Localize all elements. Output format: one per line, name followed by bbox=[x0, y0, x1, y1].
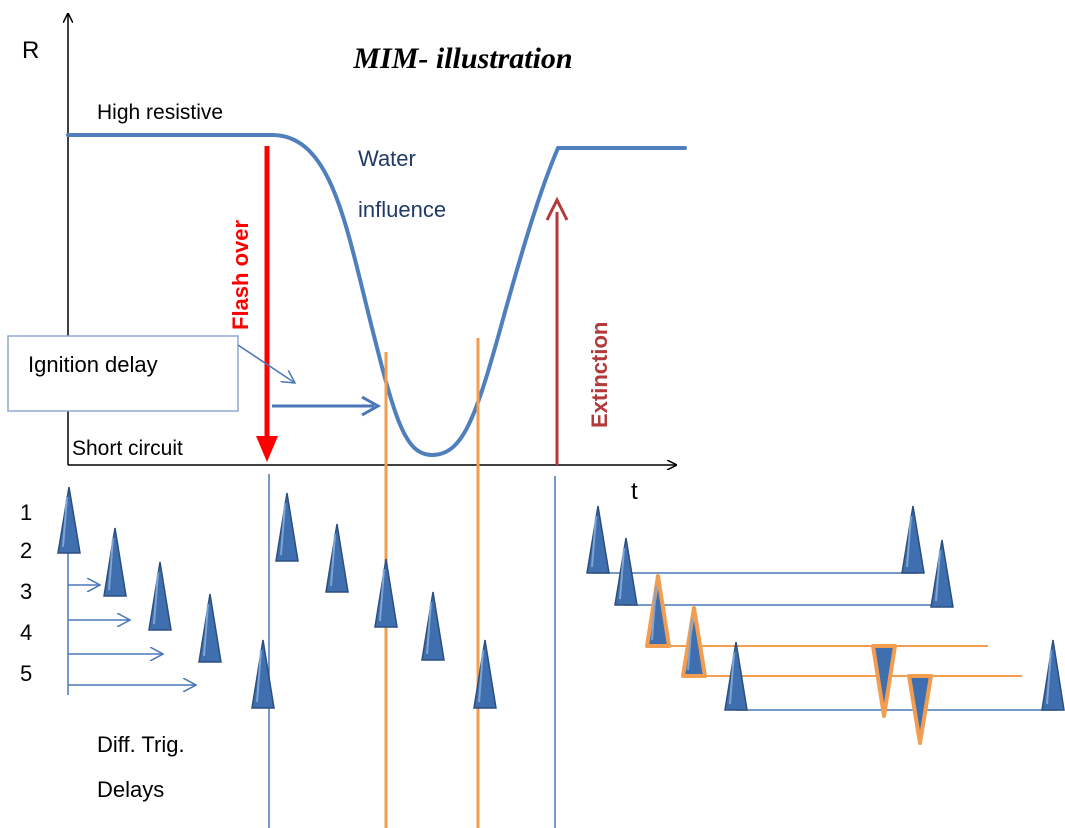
trigger-pulse bbox=[871, 644, 897, 718]
trigger-pulse bbox=[57, 486, 81, 554]
row-number-4: 4 bbox=[20, 620, 32, 645]
row-numbers: 1 2 3 4 5 bbox=[20, 500, 32, 686]
ignition-delay-text: Ignition delay bbox=[28, 352, 158, 377]
resistance-curve bbox=[66, 133, 687, 458]
diagram-title: MIM- illustration bbox=[352, 42, 572, 75]
trigger-pulse bbox=[421, 591, 445, 661]
trigger-pulse-highlight bbox=[1046, 649, 1052, 705]
extinction-arrow bbox=[545, 196, 569, 465]
trigger-pulse bbox=[901, 505, 925, 574]
trigger-pulse bbox=[103, 527, 127, 597]
flash-over-label: Flash over bbox=[228, 220, 253, 330]
trigger-pulse-highlight bbox=[256, 649, 262, 703]
callout-box bbox=[7, 335, 239, 412]
trigger-pulse-highlight bbox=[379, 568, 385, 622]
extinction-label: Extinction bbox=[587, 322, 612, 428]
trigger-delay-arrows bbox=[67, 545, 196, 695]
trigger-pulse-highlight bbox=[591, 515, 597, 568]
trigger-pulse-highlight bbox=[687, 617, 693, 671]
trigger-pulse-highlight bbox=[651, 585, 657, 641]
trigger-pulse-highlight bbox=[62, 496, 68, 548]
water-influence-line-1: Water bbox=[358, 146, 416, 171]
trigger-pulse-highlight bbox=[203, 603, 209, 657]
trigger-pulse bbox=[251, 639, 275, 709]
trigger-pulse-highlight bbox=[619, 547, 625, 600]
trigger-pulse-highlight bbox=[153, 571, 159, 625]
trigger-pulse bbox=[374, 558, 398, 628]
flash-over-arrow bbox=[256, 146, 278, 462]
trigger-pulse bbox=[586, 505, 610, 574]
high-resistive-label: High resistive bbox=[97, 101, 223, 124]
trigger-pulse-highlight bbox=[729, 651, 735, 705]
trigger-pulse-highlight bbox=[906, 515, 912, 568]
time-markers bbox=[268, 338, 556, 828]
trigger-pulse bbox=[198, 593, 222, 663]
trigger-pulse-highlight bbox=[330, 533, 336, 587]
trigger-pulse bbox=[681, 606, 707, 678]
trigger-pulse-highlight bbox=[426, 601, 432, 655]
x-axis-label: t bbox=[631, 478, 638, 505]
ignition-delay-callout: Ignition delay bbox=[7, 335, 295, 412]
trigger-pulse bbox=[645, 574, 671, 648]
row-number-2: 2 bbox=[20, 538, 32, 563]
water-influence-label: Water influence bbox=[358, 146, 446, 222]
trigger-pulse bbox=[1041, 639, 1065, 711]
trigger-pulse-highlight bbox=[280, 502, 286, 556]
row-number-5: 5 bbox=[20, 661, 32, 686]
hold-lines bbox=[593, 572, 1058, 711]
trigger-pulses bbox=[57, 486, 1065, 745]
trigger-pulse bbox=[614, 537, 638, 606]
trigger-pulse-highlight bbox=[108, 537, 114, 591]
trigger-pulse bbox=[275, 492, 299, 562]
short-circuit-label: Short circuit bbox=[72, 437, 183, 460]
y-axis-label: R bbox=[22, 37, 39, 64]
row-number-3: 3 bbox=[20, 579, 32, 604]
trigger-pulse bbox=[325, 523, 349, 593]
ignition-delay-arrow bbox=[272, 395, 382, 417]
diff-trig-caption-line-2: Delays bbox=[97, 777, 164, 802]
trigger-pulse-highlight bbox=[935, 549, 941, 602]
trigger-pulse bbox=[148, 561, 172, 631]
trigger-pulse bbox=[907, 674, 933, 745]
axes: R t bbox=[22, 14, 676, 505]
water-influence-line-2: influence bbox=[358, 197, 446, 222]
row-number-1: 1 bbox=[20, 500, 32, 525]
trigger-pulse bbox=[930, 539, 954, 608]
trigger-pulse-highlight bbox=[478, 649, 484, 703]
diff-trig-caption-line-1: Diff. Trig. bbox=[97, 732, 185, 757]
callout-pointer bbox=[237, 344, 295, 383]
